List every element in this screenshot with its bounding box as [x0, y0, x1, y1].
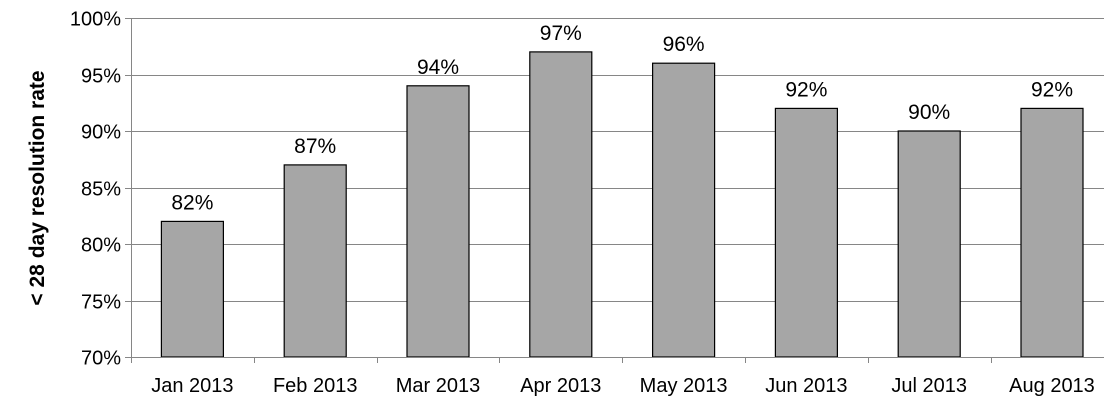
bar	[651, 62, 716, 358]
data-label: 87%	[294, 135, 336, 158]
y-tick-label: 90%	[81, 122, 121, 144]
x-tick-label: Apr 2013	[520, 375, 601, 397]
data-label: 94%	[417, 56, 459, 79]
x-tick-label: Jun 2013	[765, 375, 847, 397]
data-label: 90%	[908, 101, 950, 124]
y-tick-label: 75%	[81, 292, 121, 314]
y-tick-label: 85%	[81, 179, 121, 201]
x-tick-label: Mar 2013	[396, 375, 481, 397]
axes	[125, 18, 1104, 363]
bar	[1020, 107, 1084, 358]
y-tick-label: 95%	[81, 66, 121, 88]
data-label: 82%	[171, 191, 213, 214]
data-label: 92%	[785, 78, 827, 101]
bars	[160, 51, 1084, 358]
x-tick-label: Aug 2013	[1009, 375, 1095, 397]
bar	[160, 220, 224, 358]
bar	[283, 164, 347, 358]
bar	[897, 130, 961, 358]
data-label: 96%	[663, 33, 705, 56]
x-tick-label: Feb 2013	[273, 375, 358, 397]
bar	[529, 51, 593, 358]
y-tick-label: 100%	[70, 9, 121, 31]
x-tick-label: Jul 2013	[891, 375, 967, 397]
bar	[406, 85, 470, 358]
bar	[774, 107, 839, 358]
x-tick-label: Jan 2013	[151, 375, 233, 397]
y-tick-labels: 70% 75% 80% 85% 90% 95% 100%	[70, 9, 121, 370]
y-axis-title: < 28 day resolution rate	[26, 70, 49, 305]
y-tick-label: 70%	[81, 348, 121, 370]
data-label: 92%	[1031, 78, 1073, 101]
x-tick-labels: Jan 2013 Feb 2013 Mar 2013 Apr 2013 May 2013…	[151, 375, 1095, 397]
data-label: 97%	[540, 22, 582, 45]
data-labels: 82% 87% 94% 97% 96% 92% 90% 92%	[171, 22, 1073, 214]
x-tick-label: May 2013	[640, 375, 728, 397]
y-tick-label: 80%	[81, 235, 121, 257]
